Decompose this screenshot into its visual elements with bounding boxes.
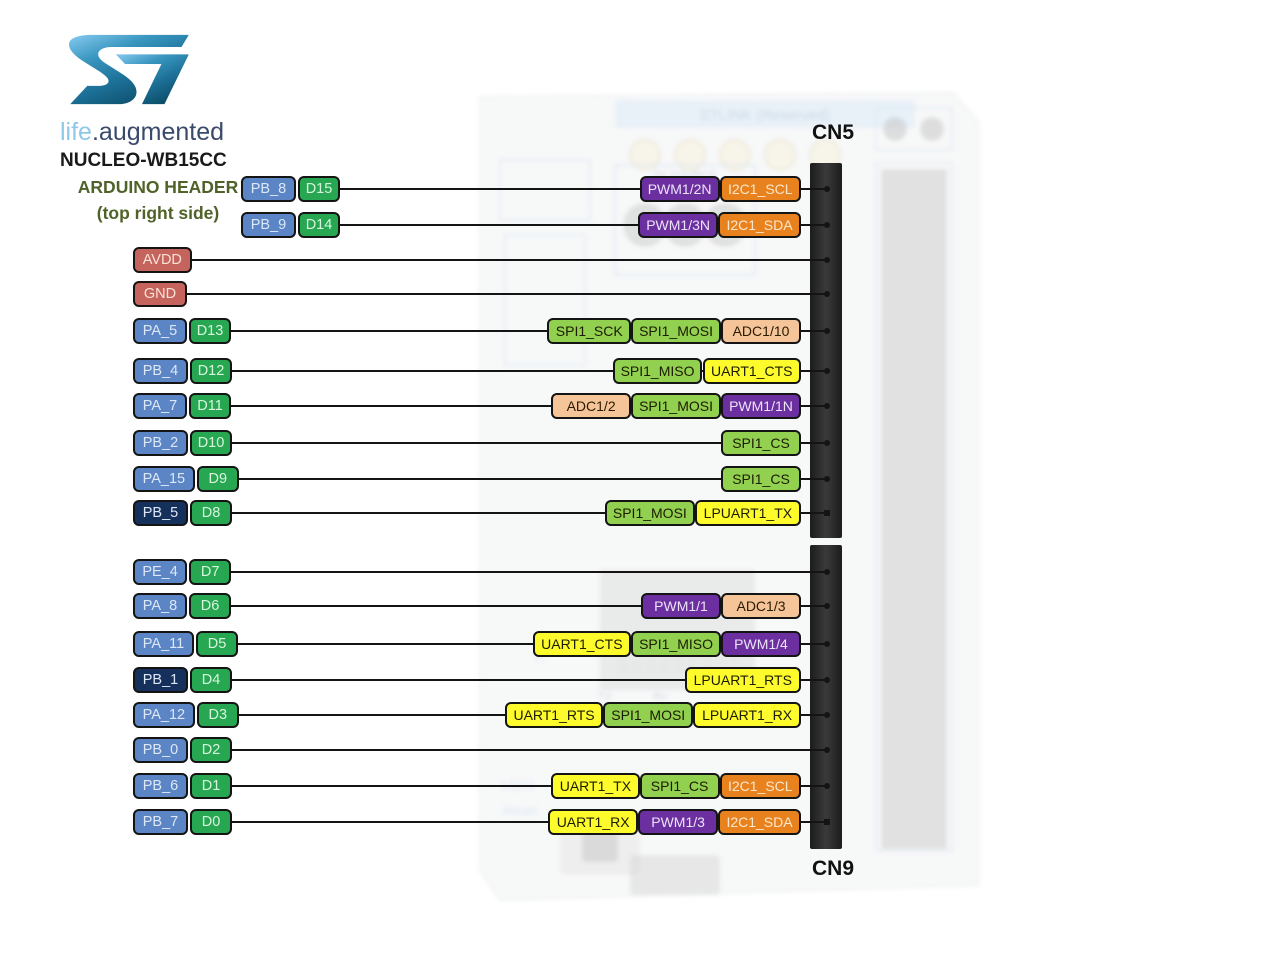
svg-text:STLINK (Reserved): STLINK (Reserved): [700, 107, 831, 124]
svg-text:Reset: Reset: [503, 803, 537, 818]
